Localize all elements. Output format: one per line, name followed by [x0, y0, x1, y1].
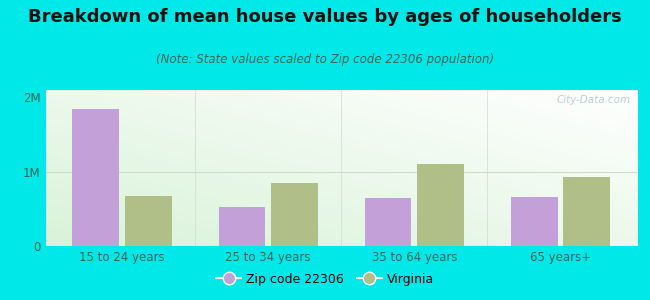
- Bar: [218, 207, 265, 246]
- Text: (Note: State values scaled to Zip code 22306 population): (Note: State values scaled to Zip code 2…: [156, 52, 494, 65]
- Bar: [72, 109, 119, 246]
- Text: Breakdown of mean house values by ages of householders: Breakdown of mean house values by ages o…: [28, 8, 622, 26]
- Bar: [511, 197, 558, 246]
- Text: City-Data.com: City-Data.com: [557, 95, 631, 105]
- Bar: [125, 196, 172, 246]
- Bar: [417, 164, 464, 246]
- Legend: Zip code 22306, Virginia: Zip code 22306, Virginia: [211, 268, 439, 291]
- Bar: [564, 177, 610, 246]
- Bar: [271, 183, 318, 246]
- Bar: [365, 199, 411, 246]
